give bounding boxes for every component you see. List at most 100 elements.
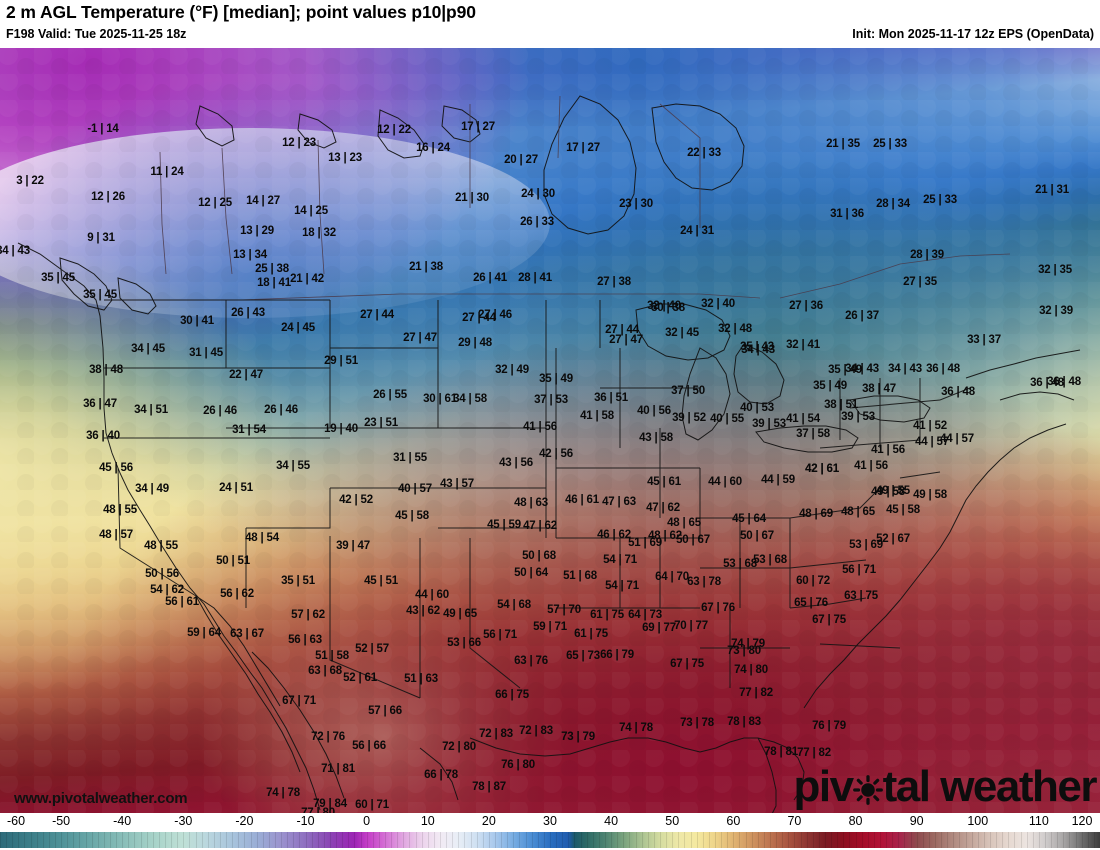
colorbar-band-divider bbox=[342, 832, 344, 848]
point-value-label: 67 | 75 bbox=[812, 614, 846, 626]
point-value-label: 36 | 51 bbox=[594, 392, 628, 404]
point-value-label: 31 | 45 bbox=[189, 347, 223, 359]
point-value-label: 40 | 57 bbox=[398, 483, 432, 495]
colorbar-tick: 30 bbox=[543, 814, 557, 828]
colorbar-band-divider bbox=[91, 832, 93, 848]
point-value-label: 25 | 33 bbox=[923, 194, 957, 206]
colorbar-band-divider bbox=[397, 832, 399, 848]
point-value-label: 40 | 55 bbox=[710, 413, 744, 425]
colorbar-band-divider bbox=[1057, 832, 1059, 848]
colorbar-band-divider bbox=[831, 832, 833, 848]
colorbar-band-divider bbox=[623, 832, 625, 848]
colorbar-band-divider bbox=[916, 832, 918, 848]
point-value-label: 49 | 55 bbox=[876, 485, 910, 497]
point-value-label: 77 | 82 bbox=[739, 687, 773, 699]
point-value-label: 63 | 67 bbox=[230, 628, 264, 640]
point-value-label: 27 | 44 bbox=[605, 324, 639, 336]
point-value-label: 64 | 70 bbox=[655, 571, 689, 583]
point-value-label: 48 | 63 bbox=[514, 497, 548, 509]
colorbar-band-divider bbox=[702, 832, 704, 848]
point-value-label: 32 | 39 bbox=[1039, 305, 1073, 317]
colorbar-band-divider bbox=[268, 832, 270, 848]
point-value-label: 43 | 62 bbox=[406, 605, 440, 617]
point-value-label: 41 | 56 bbox=[871, 444, 905, 456]
colorbar-band-divider bbox=[550, 832, 551, 848]
point-value-label: 33 | 37 bbox=[967, 334, 1001, 346]
point-value-label: 30 | 41 bbox=[180, 315, 214, 327]
colorbar-band-divider bbox=[299, 832, 301, 848]
point-value-label: 71 | 81 bbox=[321, 763, 355, 775]
point-value-label: 24 | 31 bbox=[680, 225, 714, 237]
point-value-label: 22 | 47 bbox=[229, 369, 263, 381]
colorbar-band-divider bbox=[195, 832, 197, 848]
point-value-label: 63 | 78 bbox=[687, 576, 721, 588]
colorbar-band-divider bbox=[201, 832, 203, 848]
point-value-label: 41 | 58 bbox=[580, 410, 614, 422]
colorbar-band-divider bbox=[935, 832, 936, 848]
point-value-label: 77 | 80 bbox=[301, 807, 335, 813]
point-value-label: 26 | 41 bbox=[473, 272, 507, 284]
colorbar-band-divider bbox=[586, 832, 588, 848]
colorbar-band-divider bbox=[287, 832, 289, 848]
point-value-label: 40 | 56 bbox=[637, 405, 671, 417]
colorbar-band-divider bbox=[745, 832, 747, 848]
point-value-label: 17 | 27 bbox=[566, 142, 600, 154]
point-value-label: 35 | 49 bbox=[828, 364, 862, 376]
colorbar-band-divider bbox=[861, 832, 863, 848]
point-value-label: 48 | 69 bbox=[799, 508, 833, 520]
point-value-label: 67 | 76 bbox=[701, 602, 735, 614]
point-value-label: 29 | 51 bbox=[324, 355, 358, 367]
colorbar-band-divider bbox=[684, 832, 686, 848]
point-value-label: 21 | 30 bbox=[455, 192, 489, 204]
colorbar-band-divider bbox=[24, 832, 26, 848]
colorbar-band-divider bbox=[922, 832, 924, 848]
colorbar-band-divider bbox=[733, 832, 735, 848]
colorbar-tick: -20 bbox=[235, 814, 254, 828]
colorbar-band-divider bbox=[482, 832, 484, 848]
point-value-label: 36 | 47 bbox=[83, 398, 117, 410]
colorbar-band-divider bbox=[1002, 832, 1004, 848]
colorbar-band-divider bbox=[1087, 832, 1089, 848]
colorbar-band-divider bbox=[244, 832, 246, 848]
point-value-label: 44 | 57 bbox=[915, 436, 949, 448]
point-value-label: 34 | 45 bbox=[131, 343, 165, 355]
point-value-label: 21 | 31 bbox=[1035, 184, 1069, 196]
point-value-label: 47 | 62 bbox=[646, 502, 680, 514]
colorbar-band-divider bbox=[1032, 832, 1034, 848]
colorbar[interactable]: -60 -50 -40 -30 -20 -10 0 10 20 30 40 50 60 70 80 90 100… bbox=[0, 813, 1100, 850]
colorbar-band-divider bbox=[641, 832, 643, 848]
temperature-map[interactable]: -1 | 14 3 | 22 11 | 24 12 | 26 12 | 25 14 | 2… bbox=[0, 48, 1100, 813]
point-value-label: 48 | 55 bbox=[103, 504, 137, 516]
colorbar-band-divider bbox=[770, 832, 771, 848]
colorbar-band-divider bbox=[880, 832, 881, 848]
point-value-label: 27 | 47 bbox=[609, 334, 643, 346]
point-value-label: 21 | 42 bbox=[290, 273, 324, 285]
point-value-label: 48 | 55 bbox=[144, 540, 178, 552]
colorbar-band-divider bbox=[476, 832, 478, 848]
point-value-label: 27 | 44 bbox=[360, 309, 394, 321]
point-value-label: 32 | 48 bbox=[718, 323, 752, 335]
point-value-label: 76 | 80 bbox=[501, 759, 535, 771]
point-value-label: 32 | 40 bbox=[647, 300, 681, 312]
colorbar-tick: 20 bbox=[481, 814, 496, 828]
colorbar-band-divider bbox=[427, 832, 429, 848]
point-value-label: 37 | 53 bbox=[534, 394, 568, 406]
colorbar-tick-labels: -60 -50 -40 -30 -20 -10 0 10 20 30 40 50 60 70 80 90 100… bbox=[0, 813, 1100, 832]
point-value-label: 23 | 51 bbox=[364, 417, 398, 429]
point-value-label: 31 | 55 bbox=[393, 452, 427, 464]
point-value-label: 47 | 63 bbox=[602, 496, 636, 508]
point-value-label: 50 | 51 bbox=[216, 555, 250, 567]
colorbar-band-divider bbox=[763, 832, 765, 848]
point-value-label: 20 | 27 bbox=[504, 154, 538, 166]
point-value-label: 28 | 41 bbox=[518, 272, 552, 284]
point-value-label: 3 | 22 bbox=[16, 175, 44, 187]
point-value-label: 48 | 57 bbox=[99, 529, 133, 541]
point-value-label: 26 | 43 bbox=[231, 307, 265, 319]
colorbar-band-divider bbox=[776, 832, 778, 848]
point-value-label: 41 | 54 bbox=[786, 413, 820, 425]
point-value-label: 72 | 83 bbox=[479, 728, 513, 740]
colorbar-band-divider bbox=[378, 832, 380, 848]
point-value-label: 27 | 46 bbox=[478, 309, 512, 321]
colorbar-band-divider bbox=[837, 832, 839, 848]
colorbar-band-divider bbox=[818, 832, 820, 848]
